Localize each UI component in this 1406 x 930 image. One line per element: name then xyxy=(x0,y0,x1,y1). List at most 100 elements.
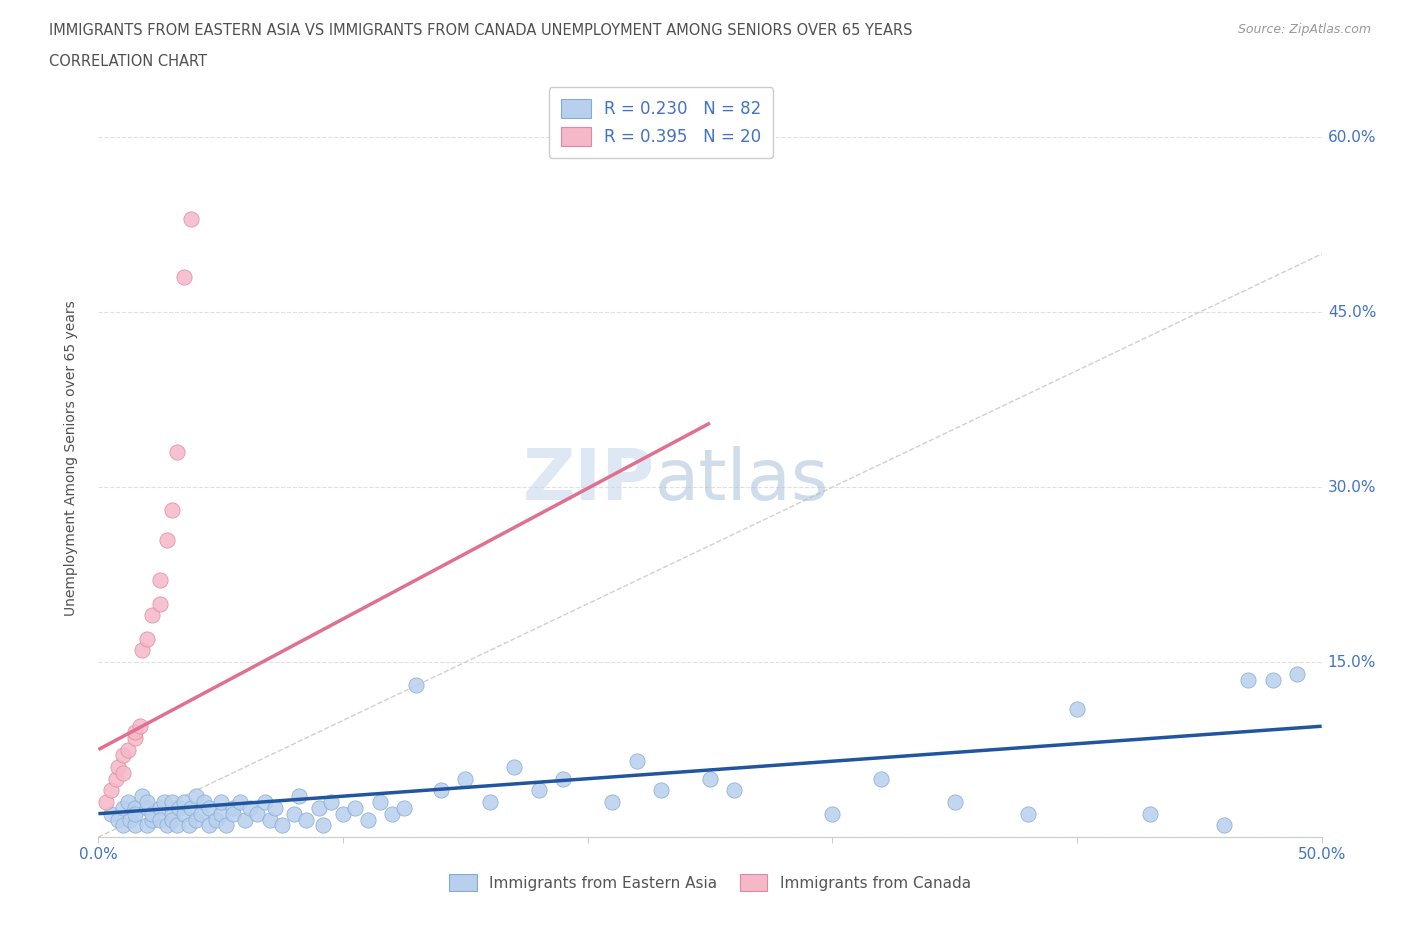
Point xyxy=(253,794,276,809)
Point xyxy=(259,812,281,827)
Point xyxy=(193,794,215,809)
Point xyxy=(100,783,122,798)
Text: 30.0%: 30.0% xyxy=(1327,480,1376,495)
Point xyxy=(233,812,256,827)
Point xyxy=(821,806,844,821)
Point xyxy=(156,817,179,832)
Text: 45.0%: 45.0% xyxy=(1327,305,1376,320)
Point xyxy=(124,730,146,745)
Point xyxy=(149,812,172,827)
Point xyxy=(186,812,208,827)
Point xyxy=(229,794,252,809)
Point xyxy=(104,771,127,786)
Point xyxy=(650,783,672,798)
Point xyxy=(124,724,146,739)
Point xyxy=(503,760,526,775)
Point xyxy=(149,596,172,611)
Point xyxy=(222,801,245,816)
Point xyxy=(209,806,232,821)
Point xyxy=(129,719,152,734)
Point xyxy=(1261,672,1284,687)
Point xyxy=(723,783,745,798)
Point xyxy=(600,794,623,809)
Point xyxy=(149,801,172,816)
Point xyxy=(197,801,219,816)
Text: 60.0%: 60.0% xyxy=(1327,130,1376,145)
Point xyxy=(205,812,228,827)
Point xyxy=(308,801,330,816)
Point xyxy=(553,771,575,786)
Point xyxy=(356,812,378,827)
Point xyxy=(173,270,195,285)
Point xyxy=(124,806,146,821)
Point xyxy=(239,801,262,816)
Point xyxy=(214,817,236,832)
Point xyxy=(368,794,391,809)
Point xyxy=(263,801,285,816)
Point xyxy=(117,794,139,809)
Text: ZIP: ZIP xyxy=(523,446,655,515)
Point xyxy=(100,806,122,821)
Point xyxy=(173,806,195,821)
Point xyxy=(124,801,146,816)
Point xyxy=(180,211,202,226)
Point xyxy=(166,445,188,459)
Point xyxy=(180,801,202,816)
Point xyxy=(173,794,195,809)
Point xyxy=(131,643,153,658)
Point xyxy=(270,817,294,832)
Point xyxy=(943,794,966,809)
Point xyxy=(160,794,183,809)
Point xyxy=(295,812,318,827)
Point xyxy=(107,760,129,775)
Point xyxy=(141,806,163,821)
Point xyxy=(111,801,134,816)
Point xyxy=(870,771,893,786)
Point xyxy=(177,817,200,832)
Point xyxy=(149,573,172,588)
Point xyxy=(527,783,550,798)
Point xyxy=(156,532,179,547)
Point xyxy=(166,817,188,832)
Point xyxy=(120,812,142,827)
Text: IMMIGRANTS FROM EASTERN ASIA VS IMMIGRANTS FROM CANADA UNEMPLOYMENT AMONG SENIOR: IMMIGRANTS FROM EASTERN ASIA VS IMMIGRAN… xyxy=(49,23,912,38)
Point xyxy=(141,608,163,623)
Point xyxy=(288,789,311,804)
Point xyxy=(186,789,208,804)
Point xyxy=(344,801,367,816)
Point xyxy=(160,806,183,821)
Point xyxy=(312,817,335,832)
Point xyxy=(332,806,354,821)
Point xyxy=(1212,817,1234,832)
Point xyxy=(246,806,269,821)
Point xyxy=(111,748,134,763)
Point xyxy=(1017,806,1039,821)
Point xyxy=(160,812,183,827)
Point xyxy=(319,794,342,809)
Point xyxy=(136,794,159,809)
Text: 15.0%: 15.0% xyxy=(1327,655,1376,670)
Point xyxy=(117,742,139,757)
Point xyxy=(222,806,245,821)
Point xyxy=(626,753,648,768)
Point xyxy=(111,817,134,832)
Point xyxy=(124,817,146,832)
Text: Source: ZipAtlas.com: Source: ZipAtlas.com xyxy=(1237,23,1371,36)
Point xyxy=(131,789,153,804)
Point xyxy=(1066,701,1088,716)
Point xyxy=(94,794,117,809)
Point xyxy=(392,801,416,816)
Point xyxy=(283,806,305,821)
Point xyxy=(381,806,404,821)
Point xyxy=(136,817,159,832)
Text: CORRELATION CHART: CORRELATION CHART xyxy=(49,54,207,69)
Point xyxy=(136,631,159,646)
Y-axis label: Unemployment Among Seniors over 65 years: Unemployment Among Seniors over 65 years xyxy=(63,300,77,616)
Legend: Immigrants from Eastern Asia, Immigrants from Canada: Immigrants from Eastern Asia, Immigrants… xyxy=(443,868,977,897)
Point xyxy=(454,771,477,786)
Point xyxy=(153,794,176,809)
Point xyxy=(478,794,501,809)
Point xyxy=(160,503,183,518)
Point xyxy=(136,801,159,816)
Point xyxy=(1237,672,1260,687)
